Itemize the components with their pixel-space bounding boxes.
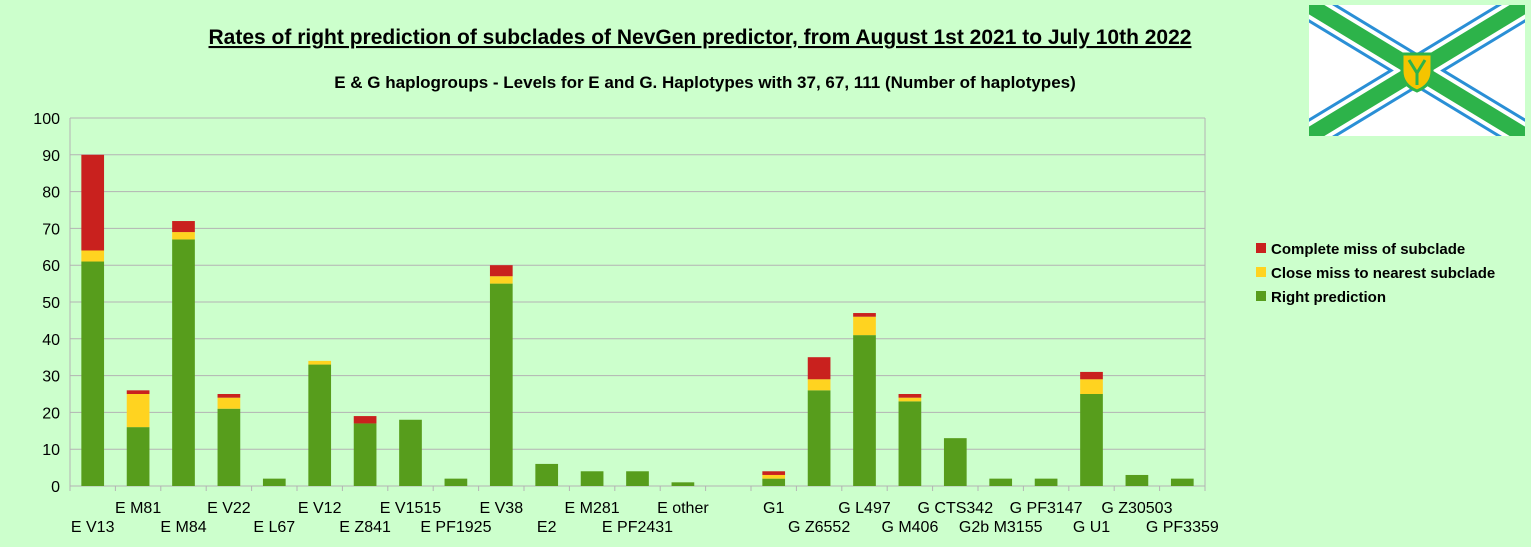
- x-tick-label: E V1515: [380, 500, 441, 517]
- bar-segment: [489, 265, 513, 277]
- y-tick-label: 70: [42, 221, 60, 238]
- x-tick-label: E M84: [160, 519, 206, 536]
- bar-segment: [853, 316, 876, 336]
- bar-segment: [1034, 478, 1058, 486]
- legend-label: Complete miss of subclade: [1271, 241, 1465, 258]
- x-tick-label: E2: [537, 519, 557, 536]
- x-tick-label: E other: [657, 500, 709, 517]
- y-axis-tick-labels: 0 10 20 30 40 50 60 70 80 90 100: [33, 111, 60, 496]
- bar-segment: [81, 261, 105, 486]
- bar-segment: [308, 360, 332, 365]
- y-tick-label: 0: [51, 479, 60, 496]
- bar-segment: [898, 397, 922, 402]
- y-tick-label: 40: [42, 332, 60, 349]
- bar-segment: [126, 394, 150, 428]
- x-tick-label: G M406: [881, 519, 938, 536]
- bar-segment: [308, 364, 332, 486]
- bar-segment: [807, 379, 831, 391]
- bar-segment: [898, 401, 922, 486]
- bar-segment: [489, 276, 513, 284]
- x-tick-label: E V13: [71, 519, 115, 536]
- bar-segment: [853, 313, 876, 317]
- bar-segment: [1080, 379, 1103, 394]
- bar-segment: [217, 394, 241, 398]
- bar-segment: [1170, 478, 1194, 486]
- bar-segment: [444, 478, 468, 486]
- x-tick-label: E M81: [115, 500, 161, 517]
- bar-segment: [807, 390, 831, 486]
- bar-segment: [762, 471, 786, 475]
- legend-label: Close miss to nearest subclade: [1271, 265, 1495, 282]
- x-tick-label: E M281: [565, 500, 620, 517]
- bar-segment: [172, 239, 195, 486]
- flag-logo-icon: [1309, 5, 1525, 136]
- x-tick-label: E V12: [298, 500, 342, 517]
- legend: Complete miss of subclade Close miss to n…: [1256, 241, 1495, 306]
- bar-segment: [853, 335, 876, 486]
- bar-segment: [807, 357, 831, 380]
- y-tick-label: 20: [42, 405, 60, 422]
- bar-segment: [489, 283, 513, 486]
- legend-swatch: [1256, 291, 1266, 301]
- y-tick-label: 60: [42, 258, 60, 275]
- bar-segment: [535, 463, 559, 486]
- x-tick-label: G1: [763, 500, 784, 517]
- legend-label: Right prediction: [1271, 289, 1386, 306]
- legend-swatch: [1256, 267, 1266, 277]
- bar-segment: [81, 154, 105, 251]
- x-tick-label: G CTS342: [918, 500, 994, 517]
- bar-segment: [172, 232, 195, 240]
- x-tick-label: E PF1925: [420, 519, 491, 536]
- bar-segment: [126, 427, 150, 486]
- x-tick-label: E V22: [207, 500, 251, 517]
- x-tick-label: G U1: [1073, 519, 1110, 536]
- bar-segment: [898, 394, 922, 398]
- x-tick-label: G PF3359: [1146, 519, 1219, 536]
- y-tick-label: 80: [42, 185, 60, 202]
- y-tick-label: 30: [42, 369, 60, 386]
- bar-segment: [1080, 371, 1103, 380]
- y-tick-label: 90: [42, 148, 60, 165]
- bar-segment: [943, 438, 967, 486]
- y-tick-label: 50: [42, 295, 60, 312]
- y-tick-label: 100: [33, 111, 60, 128]
- chart-title: Rates of right prediction of subclades o…: [209, 26, 1192, 49]
- bar-segment: [353, 423, 377, 486]
- bar-segment: [217, 408, 241, 486]
- y-tick-label: 10: [42, 442, 60, 459]
- x-tick-label: G L497: [838, 500, 891, 517]
- x-tick-label: G Z30503: [1101, 500, 1172, 517]
- bars: [81, 154, 1194, 486]
- bar-segment: [671, 482, 695, 486]
- x-tick-label: G PF3147: [1010, 500, 1083, 517]
- grid-lines: [69, 117, 1206, 491]
- bar-segment: [1125, 474, 1149, 486]
- bar-segment: [262, 478, 286, 486]
- x-tick-label: G2b M3155: [959, 519, 1043, 536]
- bar-segment: [989, 478, 1013, 486]
- bar-segment: [399, 419, 422, 486]
- x-tick-label: G Z6552: [788, 519, 850, 536]
- legend-swatch: [1256, 243, 1266, 253]
- x-tick-label: E V38: [480, 500, 524, 517]
- bar-segment: [217, 397, 241, 409]
- x-tick-label: E PF2431: [602, 519, 673, 536]
- bar-segment: [762, 478, 786, 486]
- x-tick-label: E L67: [253, 519, 295, 536]
- bar-segment: [126, 390, 150, 394]
- bar-segment: [81, 250, 105, 262]
- bar-segment: [172, 221, 195, 233]
- bar-segment: [1080, 394, 1103, 486]
- bar-segment: [580, 471, 604, 486]
- x-tick-label: E Z841: [339, 519, 391, 536]
- bar-segment: [353, 416, 377, 424]
- bar-segment: [626, 471, 649, 486]
- chart-subtitle: E & G haplogroups - Levels for E and G. …: [334, 73, 1076, 92]
- bar-segment: [762, 474, 786, 479]
